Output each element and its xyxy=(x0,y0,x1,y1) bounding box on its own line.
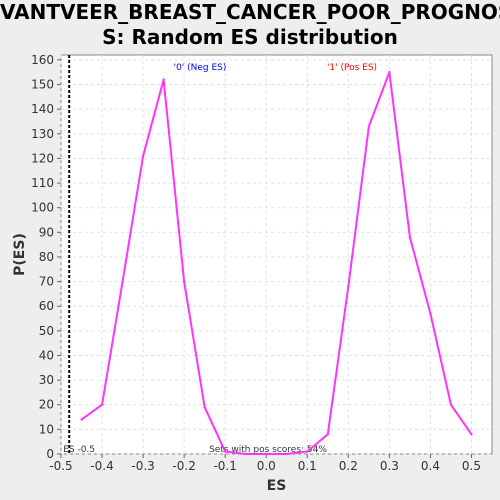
y-tick-label: 60 xyxy=(39,299,54,313)
data-point xyxy=(326,433,330,436)
y-tick-label: 70 xyxy=(39,275,54,289)
x-axis-label: ES xyxy=(267,478,287,494)
data-point xyxy=(182,280,186,283)
chart-title: VANTVEER_BREAST_CANCER_POOR_PROGNOSI S: … xyxy=(0,0,500,50)
x-tick-label: 0.1 xyxy=(298,459,317,473)
x-tick-label: 0.5 xyxy=(462,459,481,473)
data-point xyxy=(408,236,412,239)
y-axis-ticks: 0 10 20 30 40 50 60 70 80 90 100 110 120 130 140 150 160 xyxy=(31,53,61,461)
data-point xyxy=(470,433,473,436)
plot-area xyxy=(60,54,493,455)
y-tick-label: 90 xyxy=(39,225,54,239)
chart-title-line2: S: Random ES distribution xyxy=(102,25,398,49)
neg-es-label: '0' (Neg ES) xyxy=(174,63,227,73)
y-tick-label: 20 xyxy=(39,398,54,412)
x-tick-label: 0.2 xyxy=(339,459,358,473)
x-tick-label: 0.3 xyxy=(380,459,399,473)
x-tick-label: 0.0 xyxy=(257,459,276,473)
data-point xyxy=(429,312,432,315)
es-distribution-line xyxy=(80,71,473,455)
y-tick-label: 140 xyxy=(31,102,54,116)
x-tick-label: -0.4 xyxy=(90,459,113,473)
data-point xyxy=(203,406,206,409)
data-point xyxy=(80,418,83,421)
es-marker-label: ES -0.5 xyxy=(63,445,95,455)
data-point xyxy=(367,125,371,128)
y-axis-label: P(ES) xyxy=(12,233,28,276)
y-tick-label: 100 xyxy=(31,201,54,215)
y-tick-label: 30 xyxy=(39,373,54,387)
data-point xyxy=(100,403,104,406)
x-tick-label: -0.5 xyxy=(49,459,72,473)
x-tick-label: -0.2 xyxy=(172,459,195,473)
data-point xyxy=(223,450,227,453)
data-point xyxy=(121,280,124,283)
y-tick-label: 120 xyxy=(31,151,54,165)
pos-es-label: '1' (Pos ES) xyxy=(327,63,377,73)
data-point xyxy=(162,78,165,81)
data-point xyxy=(347,285,350,288)
y-tick-label: 130 xyxy=(31,127,54,141)
data-point xyxy=(388,71,391,74)
y-tick-label: 10 xyxy=(39,422,54,436)
data-point xyxy=(306,450,309,453)
y-tick-label: 0 xyxy=(46,447,54,461)
series-group xyxy=(80,71,473,456)
data-point xyxy=(141,154,145,158)
y-tick-label: 80 xyxy=(39,250,54,264)
y-tick-label: 50 xyxy=(39,324,54,338)
x-tick-label: -0.3 xyxy=(131,459,154,473)
pos-scores-label: Sets with pos scores: 54% xyxy=(209,445,327,455)
x-axis-ticks: -0.5 -0.4 -0.3 -0.2 -0.1 0.0 0.1 0.2 0.3 0.4 0.5 xyxy=(49,454,481,473)
y-tick-label: 40 xyxy=(39,348,54,362)
chart-title-line1: VANTVEER_BREAST_CANCER_POOR_PROGNOSI xyxy=(0,0,500,24)
x-tick-label: -0.1 xyxy=(213,459,236,473)
data-point xyxy=(285,452,288,456)
x-tick-label: 0.4 xyxy=(421,459,440,473)
data-point xyxy=(244,452,247,456)
y-tick-label: 110 xyxy=(31,176,54,190)
data-point xyxy=(449,403,453,406)
data-point xyxy=(265,452,268,456)
y-tick-label: 160 xyxy=(31,53,54,67)
y-tick-label: 150 xyxy=(31,78,54,92)
grid xyxy=(60,55,492,455)
